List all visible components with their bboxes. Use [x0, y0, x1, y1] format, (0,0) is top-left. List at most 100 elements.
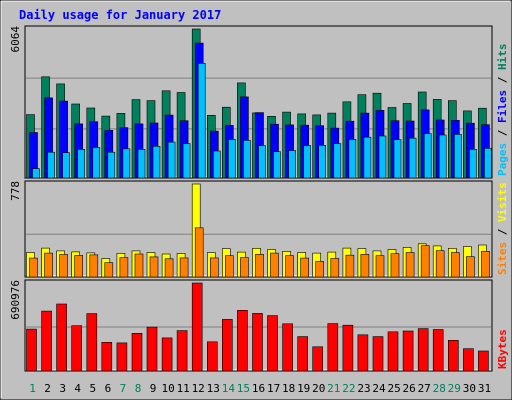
- bar-sites-day-29: [450, 252, 460, 278]
- x-tick-label: 21: [327, 382, 340, 395]
- bar-pages-day-20: [318, 145, 327, 179]
- bar-sites-day-19: [300, 257, 310, 278]
- x-tick-label: 10: [161, 382, 174, 395]
- x-tick-label: 29: [448, 382, 461, 395]
- bar-kbytes-day-4: [71, 325, 82, 372]
- bar-pages-day-9: [152, 146, 161, 179]
- bar-pages-day-13: [213, 150, 221, 179]
- bar-pages-day-18: [288, 150, 296, 179]
- x-tick-label: 17: [267, 382, 280, 395]
- x-tick-label: 1: [29, 382, 36, 395]
- bar-kbytes-day-8: [131, 332, 143, 372]
- bar-sites-day-12: [194, 227, 204, 278]
- bar-pages-day-24: [378, 135, 387, 179]
- bar-sites-day-26: [405, 252, 415, 278]
- bar-pages-day-27: [423, 133, 432, 179]
- x-tick-label: 28: [433, 382, 446, 395]
- y-max-label-traffic: 6064: [9, 26, 22, 53]
- x-tick-label: 3: [59, 382, 66, 395]
- bar-kbytes-day-31: [478, 350, 489, 372]
- bar-pages-day-5: [92, 147, 101, 179]
- bar-kbytes-day-5: [86, 313, 98, 372]
- x-tick-label: 11: [177, 382, 190, 395]
- chart-title: Daily usage for January 2017: [19, 8, 221, 22]
- bar-kbytes-day-24: [372, 336, 384, 372]
- legend-traffic: Pages / Files / Hits: [496, 44, 509, 177]
- bar-pages-day-17: [273, 151, 281, 179]
- bar-kbytes-day-23: [357, 334, 369, 372]
- y-max-label-kbytes: 690976: [9, 280, 22, 320]
- bar-pages-day-3: [62, 152, 70, 179]
- bar-sites-day-13: [210, 257, 219, 278]
- bar-pages-day-15: [243, 140, 251, 179]
- panel-traffic: 6064 Pages / Files / Hits: [9, 25, 509, 179]
- legend-entry: Hits: [496, 44, 509, 71]
- x-tick-label: 25: [387, 382, 400, 395]
- bar-pages-day-28: [438, 134, 447, 179]
- bar-pages-day-21: [333, 143, 342, 179]
- x-tick-label: 4: [74, 382, 81, 395]
- x-tick-label: 12: [192, 382, 205, 395]
- x-tick-label: 14: [222, 382, 236, 395]
- x-tick-label: 15: [237, 382, 250, 395]
- bar-pages-day-22: [348, 139, 357, 179]
- bar-sites-day-5: [89, 254, 99, 278]
- bar-sites-day-24: [375, 255, 385, 278]
- chart-panels: 6064 Pages / Files / Hits 778 Sites / Visit…: [9, 25, 509, 372]
- bar-kbytes-day-30: [463, 348, 474, 372]
- legend-entry: Pages: [496, 143, 509, 176]
- legend-entry: Files: [496, 90, 509, 123]
- x-tick-label: 5: [89, 382, 96, 395]
- bar-pages-day-6: [107, 151, 116, 179]
- x-tick-label: 22: [342, 382, 355, 395]
- bar-kbytes-day-12: [191, 282, 203, 372]
- bar-sites-day-9: [149, 256, 159, 278]
- bar-kbytes-day-29: [447, 339, 459, 372]
- bar-kbytes-day-27: [417, 328, 429, 372]
- bar-kbytes-day-15: [237, 309, 248, 372]
- x-tick-label: 27: [418, 382, 431, 395]
- x-tick-label: 2: [44, 382, 51, 395]
- bar-kbytes-day-25: [387, 331, 399, 372]
- bar-kbytes-day-9: [146, 326, 158, 372]
- bar-sites-day-27: [420, 245, 430, 278]
- bar-sites-day-22: [345, 254, 355, 278]
- bar-pages-day-1: [32, 168, 40, 179]
- bar-sites-day-14: [225, 255, 234, 278]
- bar-sites-day-8: [134, 253, 144, 278]
- bar-sites-day-17: [270, 252, 279, 278]
- bar-sites-day-7: [119, 257, 129, 278]
- x-tick-label: 16: [252, 382, 265, 395]
- x-tick-label: 9: [150, 382, 157, 395]
- bar-sites-day-10: [164, 258, 174, 278]
- bar-kbytes-day-20: [312, 346, 324, 372]
- bar-kbytes-day-2: [41, 310, 52, 372]
- legend-entry: /: [496, 123, 509, 143]
- bar-pages-day-8: [137, 149, 146, 179]
- bar-pages-day-2: [47, 151, 55, 179]
- bar-kbytes-day-11: [176, 330, 188, 372]
- bar-sites-day-15: [240, 257, 249, 278]
- bar-pages-day-25: [393, 139, 402, 179]
- bar-sites-day-16: [255, 254, 264, 278]
- panel-visitors: 778 Sites / Visits: [9, 180, 509, 278]
- x-tick-label: 13: [207, 382, 220, 395]
- bar-kbytes-day-21: [327, 323, 339, 372]
- bar-sites-day-3: [59, 254, 68, 278]
- bar-kbytes-day-22: [342, 324, 354, 372]
- bar-pages-day-12: [197, 62, 206, 179]
- bar-pages-day-29: [453, 134, 462, 179]
- x-tick-label: 20: [312, 382, 325, 395]
- bar-kbytes-day-14: [222, 319, 233, 372]
- bar-sites-day-2: [44, 252, 53, 278]
- bar-kbytes-day-1: [26, 328, 37, 372]
- x-tick-label: 19: [297, 382, 310, 395]
- bar-pages-day-31: [484, 148, 492, 179]
- bar-pages-day-30: [469, 149, 477, 179]
- bar-sites-day-25: [390, 253, 400, 278]
- legend-entry: /: [496, 70, 509, 90]
- legend-entry: Visits: [496, 182, 509, 222]
- bar-sites-day-11: [179, 257, 189, 278]
